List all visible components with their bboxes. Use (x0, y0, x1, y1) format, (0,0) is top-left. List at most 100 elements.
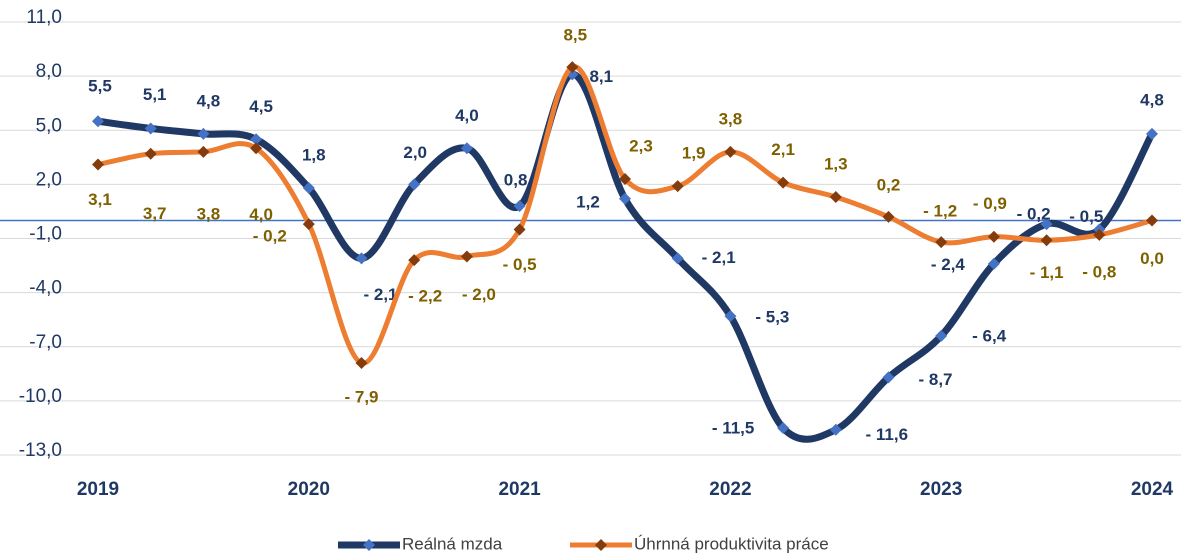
marker (197, 127, 210, 140)
y-tick-label: 11,0 (26, 7, 62, 28)
data-label: 5,1 (143, 85, 167, 104)
marker (987, 257, 1000, 270)
data-label: - 2,4 (931, 255, 966, 274)
x-tick-label: 2024 (1131, 479, 1174, 500)
y-tick-label: -7,0 (29, 332, 62, 353)
y-tick-label: 5,0 (36, 115, 62, 136)
y-tick-label: 2,0 (36, 169, 62, 190)
data-label: 2,1 (771, 140, 795, 159)
data-label: - 1,2 (923, 202, 957, 221)
marker (671, 252, 684, 265)
data-label: - 0,8 (1082, 262, 1116, 281)
data-label: 0,2 (877, 175, 901, 194)
data-label: - 2,1 (702, 248, 736, 267)
marker (935, 236, 948, 249)
data-label: 2,0 (403, 143, 427, 162)
marker (513, 200, 526, 213)
y-tick-label: -10,0 (19, 386, 62, 407)
data-label: - 1,1 (1030, 263, 1064, 282)
marker (460, 142, 473, 155)
data-label: - 0,2 (253, 227, 287, 246)
data-label: 3,1 (88, 190, 112, 209)
y-tick-label: -1,0 (29, 224, 62, 245)
marker (1093, 228, 1106, 241)
data-label: 3,8 (197, 204, 221, 223)
data-label: - 5,3 (755, 308, 789, 327)
data-label: - 0,5 (503, 255, 537, 274)
marker (1040, 234, 1053, 247)
data-label: 4,0 (249, 205, 273, 224)
marker (197, 145, 210, 158)
marker (671, 180, 684, 193)
marker (302, 181, 315, 194)
data-label: - 2,0 (462, 285, 496, 304)
data-label: 2,3 (629, 136, 653, 155)
marker (144, 147, 157, 160)
marker (355, 252, 368, 265)
marker (92, 115, 104, 128)
x-tick-label: 2022 (709, 479, 751, 500)
marker (882, 371, 895, 384)
data-label: - 0,2 (1017, 205, 1051, 224)
y-tick-label: -13,0 (19, 440, 62, 461)
y-tick-label: 8,0 (36, 61, 62, 82)
marker (355, 356, 368, 369)
legend-marker (363, 539, 375, 551)
legend-label: Reálná mzda (402, 534, 503, 553)
series-line (97, 64, 1153, 366)
x-tick-label: 2020 (288, 479, 330, 500)
data-label: 3,8 (719, 109, 743, 128)
marker (250, 133, 263, 146)
marker (724, 310, 737, 323)
marker (250, 142, 263, 155)
data-label: - 2,2 (408, 287, 442, 306)
marker (619, 172, 631, 185)
marker (302, 218, 315, 231)
x-tick-label: 2023 (920, 479, 962, 500)
data-label: - 7,9 (344, 387, 378, 406)
data-label: 1,3 (824, 154, 848, 173)
data-label: - 8,7 (918, 370, 952, 389)
data-label: 5,5 (88, 77, 112, 96)
marker (566, 61, 579, 74)
marker (882, 210, 895, 223)
data-label: 4,5 (249, 97, 273, 116)
marker (619, 192, 631, 205)
marker (1146, 214, 1158, 227)
data-label: - 0,9 (973, 194, 1007, 213)
marker (777, 421, 790, 434)
marker (513, 223, 526, 236)
data-label: 0,0 (1140, 249, 1164, 268)
data-label: 1,2 (576, 192, 600, 211)
data-label: - 11,6 (866, 425, 909, 444)
data-label: 1,8 (302, 145, 326, 164)
marker (92, 158, 104, 171)
data-label: 4,0 (455, 106, 479, 125)
marker (935, 329, 948, 342)
data-label: 3,7 (143, 204, 167, 223)
marker (1040, 218, 1053, 231)
marker (829, 191, 842, 204)
data-label: - 0,5 (1069, 207, 1103, 226)
data-label: - 2,1 (363, 285, 397, 304)
data-label: 4,8 (197, 91, 221, 110)
x-tick-label: 2021 (498, 479, 541, 500)
marker (1146, 127, 1158, 140)
marker (460, 250, 473, 263)
marker (829, 423, 842, 436)
marker (408, 254, 421, 267)
x-tick-label: 2019 (77, 479, 119, 500)
data-label: 8,1 (589, 67, 613, 86)
data-label: - 6,4 (972, 326, 1007, 345)
marker (408, 178, 421, 191)
data-label: 4,8 (1140, 90, 1164, 109)
y-tick-label: -4,0 (29, 278, 62, 299)
legend-label: Úhrnná produktivita práce (634, 534, 829, 553)
series-line (97, 70, 1156, 443)
marker (987, 230, 1000, 243)
data-label: 0,8 (504, 171, 528, 190)
marker (724, 145, 737, 158)
marker (777, 176, 790, 189)
marker (144, 122, 157, 135)
